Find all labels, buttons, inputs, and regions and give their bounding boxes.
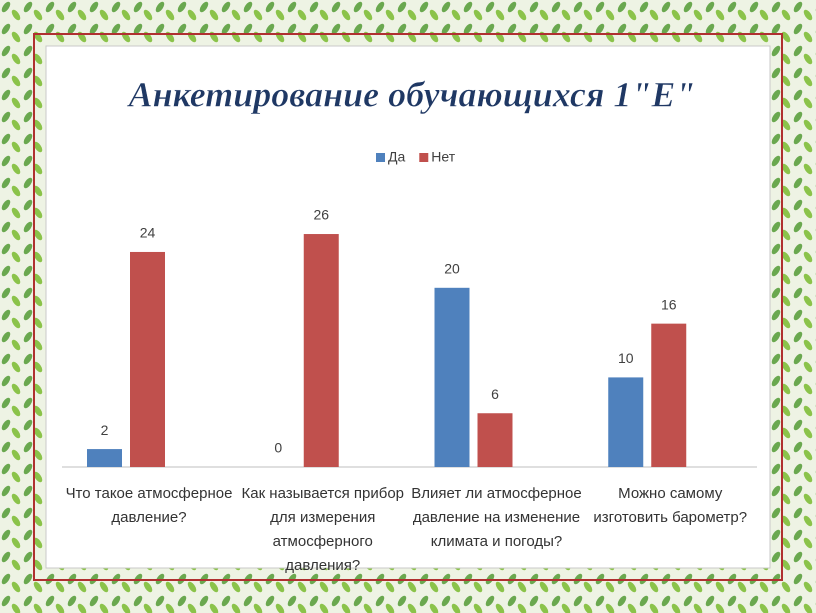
x-tick-label: Влияет ли атмосферное давление на измене… [411, 485, 582, 550]
plot-panel [45, 45, 771, 569]
data-label: 24 [140, 225, 156, 241]
x-tick-label: Как называется прибор для измерения атмо… [241, 485, 405, 574]
legend-label: Да [388, 149, 405, 165]
data-label: 6 [491, 386, 499, 402]
legend-swatch [376, 153, 385, 162]
bar [434, 287, 470, 467]
data-label: 16 [661, 296, 677, 312]
data-label: 10 [618, 350, 634, 366]
bar [87, 449, 122, 467]
bar [651, 323, 687, 467]
x-tick-label: Что такое атмосферное давление? [65, 485, 233, 526]
data-label: 26 [313, 207, 329, 223]
bar [477, 413, 513, 467]
legend-label: Нет [431, 149, 455, 165]
data-label: 20 [444, 261, 460, 277]
chart-title: Анкетирование обучающихся 1"Е" [127, 74, 696, 114]
data-label: 0 [274, 440, 282, 456]
bar [303, 234, 339, 467]
data-label: 2 [101, 422, 109, 438]
legend-swatch [419, 153, 429, 162]
bar [130, 251, 165, 467]
bar [608, 377, 644, 467]
x-tick-label: Можно самому изготовить барометр? [593, 485, 748, 526]
